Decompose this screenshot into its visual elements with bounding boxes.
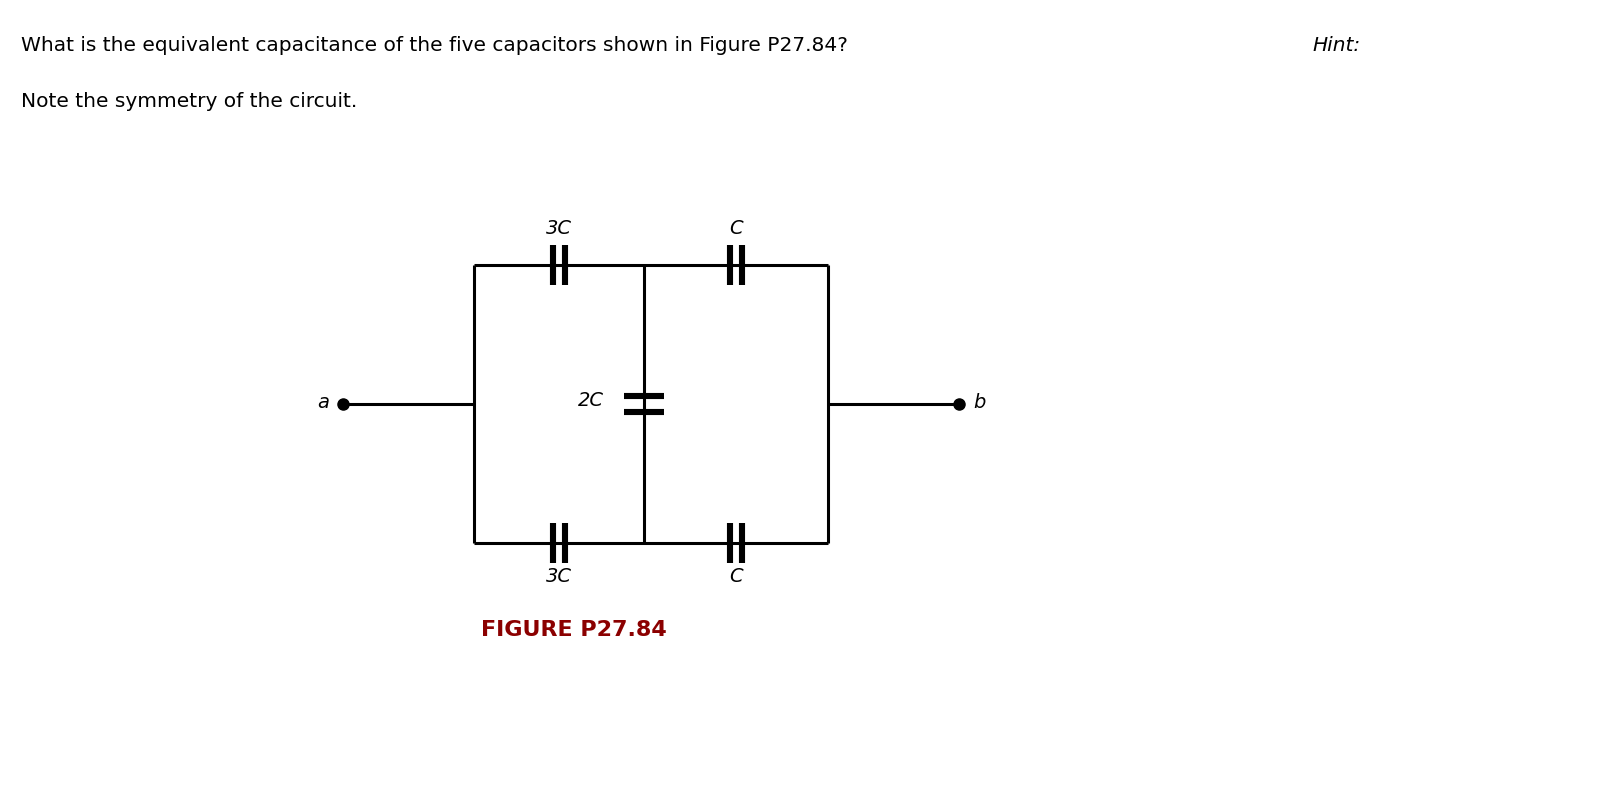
- Text: 3C: 3C: [546, 219, 571, 238]
- Text: C: C: [729, 219, 743, 238]
- Text: 3C: 3C: [546, 567, 571, 586]
- Text: What is the equivalent capacitance of the five capacitors shown in Figure P27.84: What is the equivalent capacitance of th…: [21, 36, 854, 55]
- Text: FIGURE P27.84: FIGURE P27.84: [482, 619, 666, 640]
- Text: Hint:: Hint:: [1311, 36, 1359, 55]
- Text: C: C: [729, 567, 743, 586]
- Text: 2C: 2C: [578, 391, 603, 410]
- Text: b: b: [973, 393, 985, 412]
- Text: Note the symmetry of the circuit.: Note the symmetry of the circuit.: [21, 92, 356, 111]
- Text: a: a: [318, 393, 329, 412]
